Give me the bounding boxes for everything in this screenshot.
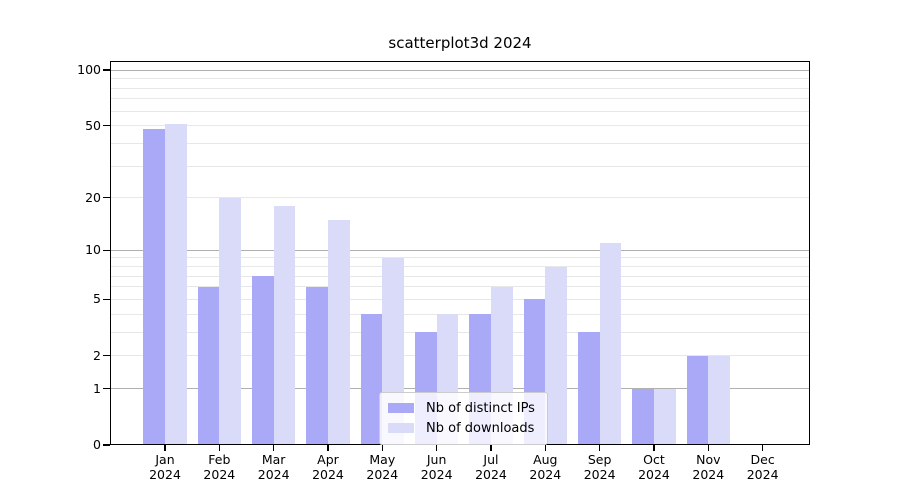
bar-downloads (708, 355, 730, 445)
bar-distinct-ips (251, 276, 274, 445)
x-tick-label: Apr 2024 (312, 452, 344, 482)
x-tick-mark (598, 445, 601, 451)
x-tick-label: Sep 2024 (583, 452, 616, 482)
bar-distinct-ips (197, 286, 220, 445)
gridline-minor (111, 257, 809, 259)
legend-swatch-downloads (388, 423, 414, 433)
y-tick-mark (103, 444, 110, 446)
x-tick-label: Jun 2024 (420, 452, 453, 482)
x-tick-mark (544, 445, 546, 451)
bar-distinct-ips (577, 332, 600, 445)
x-tick-label: Mar 2024 (257, 452, 290, 482)
y-tick-label: 10 (85, 242, 101, 258)
gridline-minor (111, 266, 809, 268)
gridline-minor (111, 298, 809, 300)
gridline-minor (111, 355, 809, 357)
gridline-minor (111, 78, 809, 80)
x-tick-mark (653, 445, 655, 451)
legend: Nb of distinct IPs Nb of downloads (379, 392, 548, 445)
x-tick-mark (707, 445, 709, 451)
y-tick-mark (103, 124, 110, 127)
gridline-major (111, 249, 809, 251)
gridline-minor (111, 197, 809, 199)
gridline-minor (111, 125, 809, 127)
bar-downloads (165, 124, 187, 445)
x-tick-mark (218, 445, 221, 451)
gridline-minor (111, 87, 809, 89)
y-tick-mark (103, 298, 110, 301)
bar-distinct-ips (143, 128, 165, 445)
gridline-minor (111, 142, 809, 144)
chart-title: scatterplot3d 2024 (388, 34, 532, 52)
x-tick-mark (327, 445, 329, 451)
gridline-minor (111, 313, 809, 315)
x-tick-mark (761, 445, 764, 451)
x-tick-label: Feb 2024 (203, 452, 236, 482)
bar-distinct-ips (686, 355, 709, 445)
y-tick-label: 5 (93, 291, 101, 307)
bar-downloads (653, 388, 676, 445)
y-tick-mark (103, 196, 110, 199)
gridline-minor (111, 275, 809, 277)
gridline-major (111, 388, 809, 390)
bar-downloads (219, 197, 242, 445)
bar-downloads (599, 243, 622, 445)
x-tick-mark (381, 445, 383, 451)
legend-entry-downloads: Nb of downloads (388, 418, 535, 438)
x-tick-mark (490, 445, 492, 451)
legend-swatch-distinct-ips (388, 403, 414, 413)
gridline-minor (111, 165, 809, 167)
x-tick-label: Nov 2024 (692, 452, 725, 482)
gridline-minor (111, 286, 809, 288)
y-tick-mark (103, 69, 110, 71)
x-tick-label: Oct 2024 (638, 452, 670, 482)
y-tick-label: 50 (85, 117, 101, 133)
legend-label-distinct-ips: Nb of distinct IPs (426, 400, 535, 416)
x-tick-mark (272, 445, 275, 451)
legend-label-downloads: Nb of downloads (426, 420, 535, 436)
gridline-minor (111, 331, 809, 333)
x-tick-label: May 2024 (366, 452, 399, 482)
y-tick-label: 2 (93, 347, 101, 363)
x-tick-mark (435, 445, 438, 451)
x-tick-mark (164, 445, 166, 451)
gridline-minor (111, 110, 809, 112)
y-tick-label: 20 (85, 189, 101, 205)
legend-entry-distinct-ips: Nb of distinct IPs (388, 398, 535, 418)
bar-distinct-ips (632, 388, 654, 445)
gridline-major (111, 69, 809, 71)
x-tick-label: Jan 2024 (149, 452, 181, 482)
bar-downloads (273, 205, 296, 445)
y-tick-label: 1 (93, 380, 101, 396)
bar-downloads (545, 266, 567, 445)
y-tick-mark (103, 355, 110, 357)
bar-distinct-ips (306, 286, 328, 445)
bar-distinct-ips (360, 314, 383, 445)
plot-frame (110, 61, 810, 445)
y-tick-label: 0 (93, 437, 101, 452)
bar-downloads (327, 219, 350, 445)
gridline-minor (111, 98, 809, 100)
x-tick-label: Jul 2024 (475, 452, 507, 482)
y-tick-mark (103, 249, 110, 251)
y-tick-mark (103, 387, 110, 390)
x-tick-label: Dec 2024 (746, 452, 779, 482)
y-tick-label: 100 (77, 62, 101, 78)
x-tick-label: Aug 2024 (529, 452, 562, 482)
